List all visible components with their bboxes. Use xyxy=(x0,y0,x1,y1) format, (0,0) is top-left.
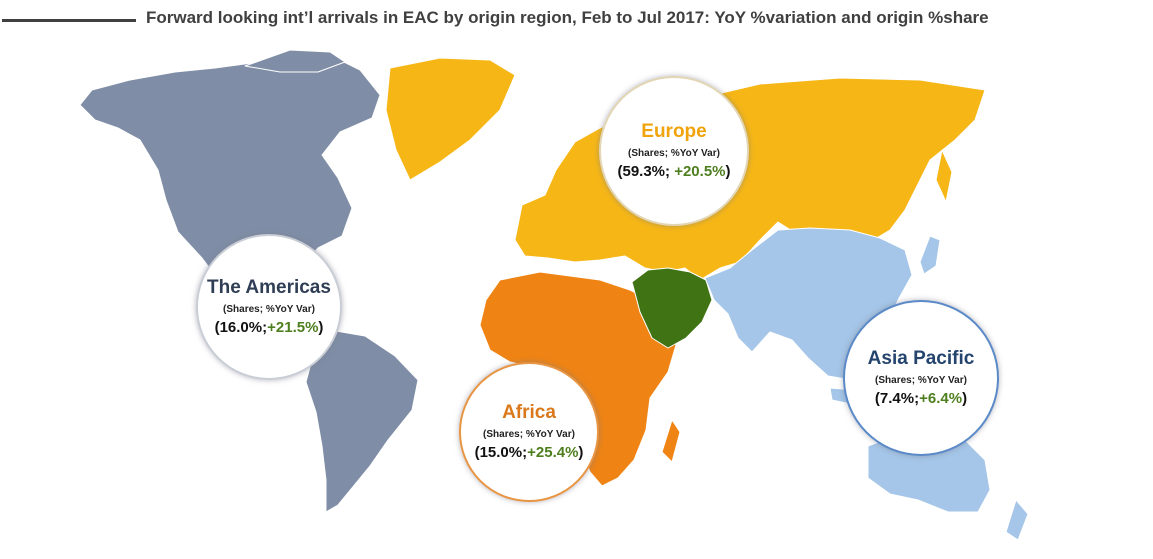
africa-shape xyxy=(479,271,677,487)
bubble-europe: Europe (Shares; %YoY Var) (59.3%; +20.5%… xyxy=(599,76,749,226)
region-name: The Americas xyxy=(207,276,331,298)
yoy-value: +6.4% xyxy=(919,390,963,408)
region-values: (7.4%;+6.4%) xyxy=(874,390,968,408)
region-africa xyxy=(479,271,681,487)
region-subtitle: (Shares; %YoY Var) xyxy=(875,375,967,387)
bubble-africa: Africa (Shares; %YoY Var) (15.0%;+25.4%) xyxy=(459,362,599,502)
greenland-area-islands xyxy=(244,49,346,73)
new-zealand-shape xyxy=(1005,499,1029,541)
header-rule xyxy=(2,19,136,22)
region-name: Europe xyxy=(641,120,707,142)
yoy-value: +25.4% xyxy=(527,444,579,462)
header: Forward looking int’l arrivals in EAC by… xyxy=(0,0,1153,40)
share-value: 16.0% xyxy=(219,319,263,337)
kamchatka-shape xyxy=(935,149,953,203)
bubble-americas: The Americas (Shares; %YoY Var) (16.0%;+… xyxy=(196,234,342,380)
madagascar-shape xyxy=(661,419,681,463)
region-middle-east xyxy=(631,267,713,349)
greenland-shape xyxy=(385,57,516,181)
bubble-asia-pacific: Asia Pacific (Shares; %YoY Var) (7.4%;+6… xyxy=(843,300,999,456)
share-value: 15.0% xyxy=(479,444,523,462)
region-subtitle: (Shares; %YoY Var) xyxy=(483,429,575,441)
region-subtitle: (Shares; %YoY Var) xyxy=(628,148,720,160)
yoy-value: +20.5% xyxy=(674,163,726,181)
region-name: Asia Pacific xyxy=(867,347,975,369)
region-values: (59.3%; +20.5%) xyxy=(617,163,731,181)
region-name: Africa xyxy=(502,401,556,423)
map-title: Forward looking int’l arrivals in EAC by… xyxy=(146,8,989,27)
region-subtitle: (Shares; %YoY Var) xyxy=(223,304,315,316)
region-values: (15.0%;+25.4%) xyxy=(474,444,584,462)
europe-russia-shape xyxy=(514,77,986,281)
share-value: 59.3% xyxy=(622,163,666,181)
region-americas xyxy=(79,49,419,513)
yoy-value: +21.5% xyxy=(267,319,319,337)
share-value: 7.4% xyxy=(879,390,915,408)
south-america-shape xyxy=(305,329,419,513)
region-values: (16.0%;+21.5%) xyxy=(214,319,324,337)
japan-shape xyxy=(919,235,941,275)
middle-east-shape xyxy=(631,267,713,349)
